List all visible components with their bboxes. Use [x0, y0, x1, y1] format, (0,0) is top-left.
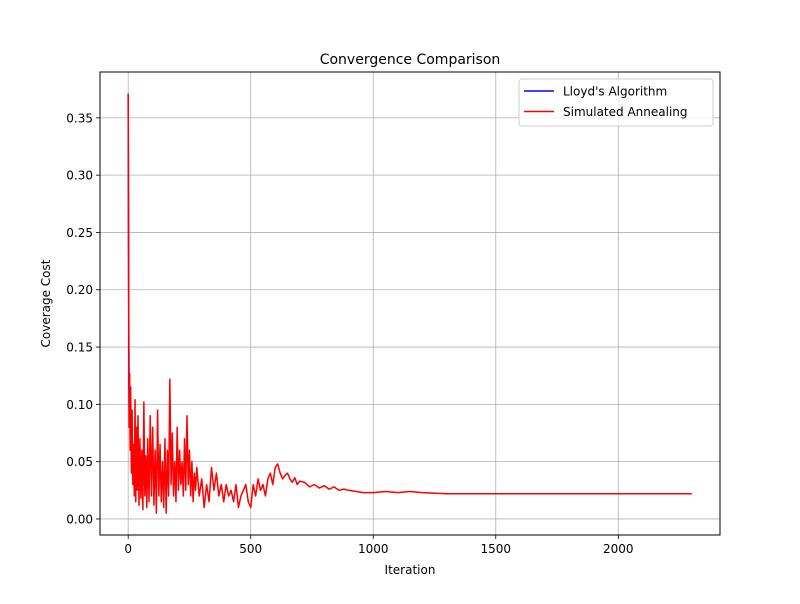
y-tick-label: 0.25 — [66, 226, 93, 240]
series-line-simulated-annealing — [127, 93, 692, 514]
plot-area — [100, 72, 720, 535]
x-tick-label: 500 — [239, 542, 262, 556]
x-axis-label: Iteration — [385, 563, 436, 577]
y-tick-label: 0.20 — [66, 283, 93, 297]
x-tick-label: 1500 — [480, 542, 511, 556]
legend-label-lloyd: Lloyd's Algorithm — [563, 85, 667, 99]
y-tick-label: 0.10 — [66, 398, 93, 412]
y-axis-label: Coverage Cost — [39, 259, 53, 347]
y-tick-label: 0.35 — [66, 111, 93, 125]
y-tick-label: 0.00 — [66, 512, 93, 526]
y-tick-label: 0.15 — [66, 341, 93, 355]
legend: Lloyd's Algorithm Simulated Annealing — [518, 78, 714, 127]
x-tick-label: 0 — [124, 542, 132, 556]
grid-lines — [100, 72, 720, 535]
axis-ticks: 0 500 1000 1500 2000 0.00 0.05 0.10 0.15 0.20 0.25… — [66, 111, 633, 556]
y-tick-label: 0.05 — [66, 455, 93, 469]
data-series — [127, 93, 692, 514]
chart-title: Convergence Comparison — [320, 52, 501, 68]
legend-label-simulated-annealing: Simulated Annealing — [563, 105, 688, 119]
x-tick-label: 1000 — [358, 542, 389, 556]
y-tick-label: 0.30 — [66, 169, 93, 183]
legend-box — [518, 78, 714, 127]
x-tick-label: 2000 — [603, 542, 634, 556]
plot-frame — [99, 71, 721, 536]
